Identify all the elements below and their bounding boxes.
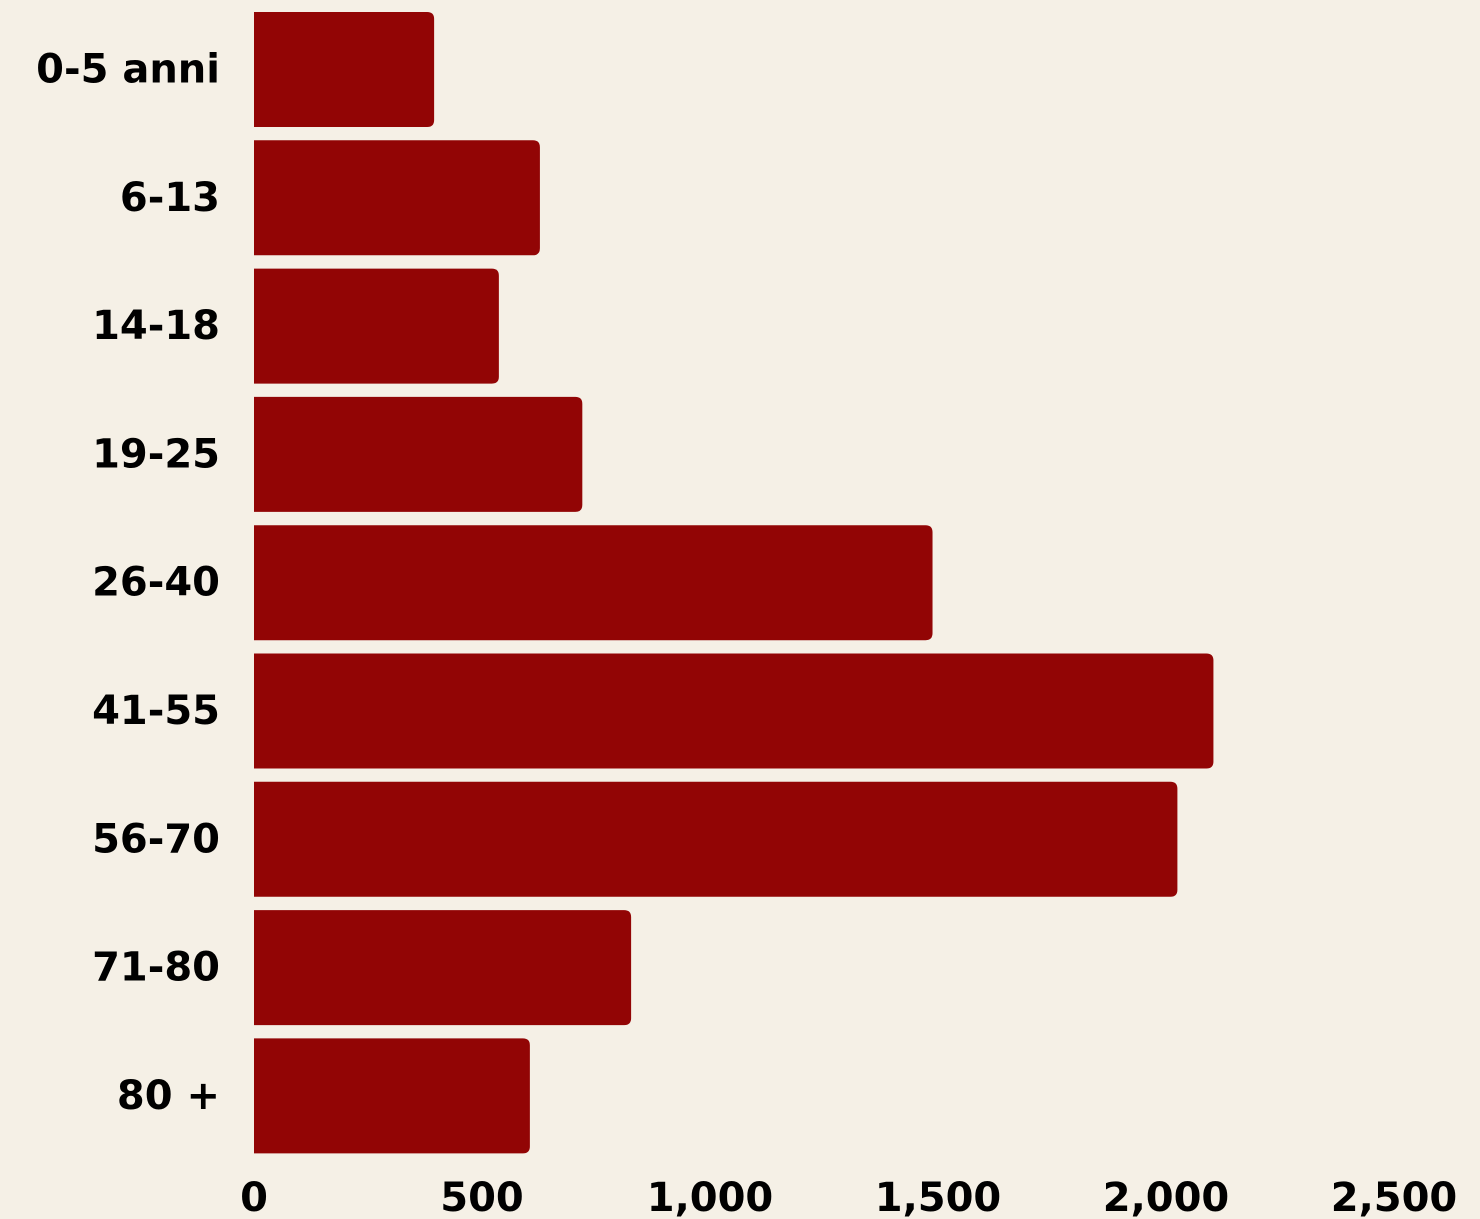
category-label-4: 26-40 bbox=[92, 560, 220, 606]
category-label-2: 14-18 bbox=[92, 303, 220, 349]
x-tick-label-3: 1,500 bbox=[875, 1175, 1002, 1219]
bar-2 bbox=[254, 268, 499, 384]
x-tick-label-0: 0 bbox=[240, 1175, 268, 1219]
bars-group bbox=[254, 12, 1214, 1154]
bar-4 bbox=[254, 525, 933, 641]
bar-1 bbox=[254, 140, 540, 256]
category-label-8: 80 + bbox=[117, 1073, 220, 1119]
x-tick-label-1: 500 bbox=[440, 1175, 524, 1219]
x-tick-label-5: 2,500 bbox=[1331, 1175, 1458, 1219]
category-label-0: 0-5 anni bbox=[36, 47, 220, 93]
bar-7 bbox=[254, 910, 632, 1026]
x-axis-tick-labels-group: 0 500 1,000 1,500 2,000 2,500 bbox=[240, 1175, 1457, 1219]
category-label-7: 71-80 bbox=[92, 945, 220, 991]
x-tick-label-2: 1,000 bbox=[647, 1175, 774, 1219]
bar-3 bbox=[254, 396, 583, 512]
bar-8 bbox=[254, 1038, 530, 1154]
category-labels-group: 0-5 anni 6-13 14-18 19-25 26-40 41-55 56-70 71-… bbox=[36, 47, 220, 1119]
category-label-6: 56-70 bbox=[92, 816, 220, 862]
category-label-3: 19-25 bbox=[92, 431, 220, 477]
x-tick-label-4: 2,000 bbox=[1103, 1175, 1230, 1219]
category-label-5: 41-55 bbox=[92, 688, 220, 734]
bar-0 bbox=[254, 12, 435, 127]
bar-5 bbox=[254, 653, 1214, 769]
category-label-1: 6-13 bbox=[120, 175, 220, 221]
bar-6 bbox=[254, 781, 1178, 897]
